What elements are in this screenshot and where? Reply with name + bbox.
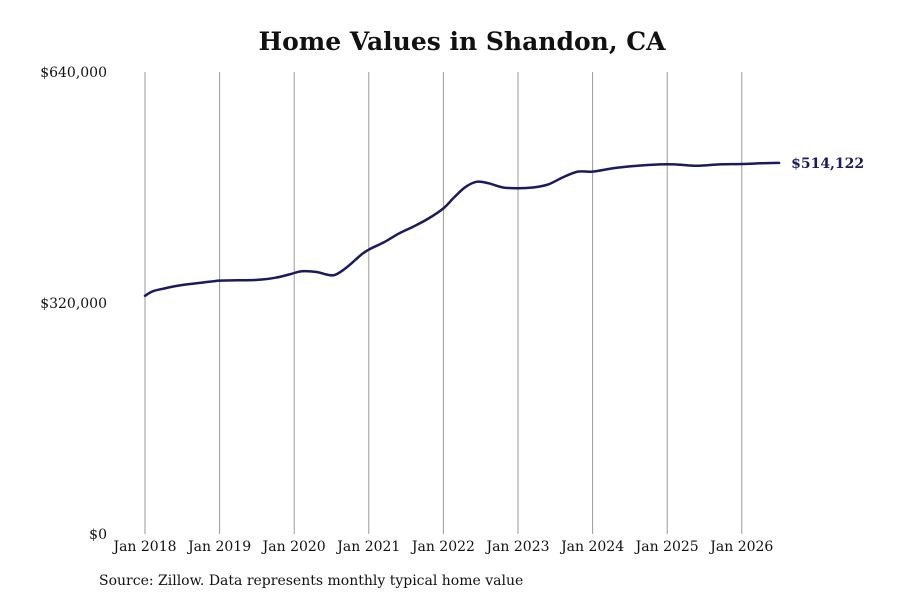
y-tick-label: $0 [89,527,107,543]
x-tick-label: Jan 2025 [634,539,699,555]
end-value-labels: $514,122 [791,156,864,172]
y-tick-label: $320,000 [40,296,107,312]
x-tick-label: Jan 2019 [186,539,251,555]
x-tick-label: Jan 2026 [708,539,773,555]
x-tick-label: Jan 2021 [335,539,400,555]
x-tick-label: Jan 2024 [559,539,624,555]
source-note: Source: Zillow. Data represents monthly … [99,573,524,589]
chart-title: Home Values in Shandon, CA [258,27,666,56]
end-value-label: $514,122 [791,156,864,172]
y-tick-label: $640,000 [40,65,107,81]
x-tick-label: Jan 2018 [111,539,176,555]
vertical-gridlines [144,72,743,534]
x-tick-label: Jan 2020 [261,539,326,555]
x-axis-labels: Jan 2018 Jan 2019 Jan 2020 Jan 2021 Jan 2022… [111,539,773,555]
series-line [143,161,781,298]
y-axis-labels: $0 $320,000 $640,000 [40,65,107,543]
x-tick-label: Jan 2023 [484,539,549,555]
x-tick-label: Jan 2022 [410,539,475,555]
series-lines [143,161,781,298]
